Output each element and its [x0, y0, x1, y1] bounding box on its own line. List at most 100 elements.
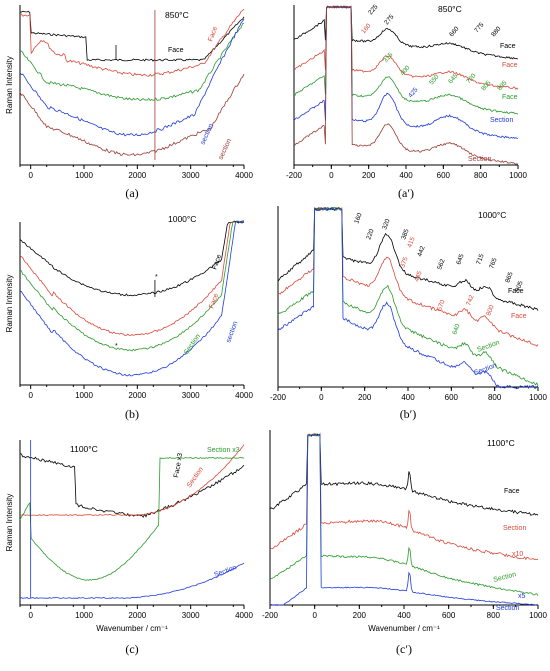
peak-label: 800 [485, 304, 495, 317]
x-tick-label: 2000 [128, 391, 146, 400]
series-line-red [19, 8, 245, 77]
y-axis-label: Raman Intensity [5, 56, 14, 114]
peak-label: 445 [413, 270, 423, 283]
series-label: Face [207, 26, 219, 43]
peak-label: 550 [428, 73, 441, 86]
peak-label: 320 [381, 218, 391, 231]
peak-label: 225 [367, 3, 380, 16]
series-label: Face [168, 47, 184, 54]
x-tick-label: 4000 [235, 171, 253, 180]
x-tick-label: -200 [270, 393, 287, 402]
series-line-blue [19, 562, 245, 599]
series-label: Face [508, 288, 524, 295]
x-axis-label: Wavenumber / cm⁻¹ [96, 624, 168, 633]
series-label: Section [496, 605, 519, 612]
x-tick-label: 4000 [235, 611, 253, 620]
peak-label: 720 [465, 72, 478, 85]
peak-label: 425 [407, 86, 420, 99]
panel-label: (b′) [400, 407, 417, 421]
x-tick-label: 800 [488, 393, 502, 402]
panel-label: (c) [125, 642, 138, 656]
panel-label: (a′) [398, 186, 414, 200]
peak-label: 765 [488, 257, 498, 270]
series-label: Section [213, 564, 237, 579]
x-tick-label: 2000 [128, 171, 146, 180]
series-line-blue [277, 206, 539, 390]
x-tick-label: 0 [28, 611, 33, 620]
series-label: Section [473, 362, 497, 377]
series-line-green [19, 22, 245, 102]
x-tick-label: 600 [437, 171, 451, 180]
series-label: Section [468, 156, 491, 163]
x-tick-label: 600 [442, 611, 456, 620]
peak-label: 375 [399, 256, 409, 269]
x-tick-label: 0 [312, 611, 317, 620]
peak-label: 160 [360, 22, 373, 35]
x-tick-label: 4000 [235, 391, 253, 400]
panel-b: 0 1000 2000 3000 4000 Raman Intensity (b) 1000°… [5, 214, 253, 421]
panel-b-prime: -200 0 200 400 600 800 1000 (b′) 1000°C Face Face S… [270, 206, 547, 421]
peak-label: 220 [365, 228, 375, 241]
peak-label: 570 [436, 299, 446, 312]
series-line-black [277, 207, 539, 311]
peak-label: 905 [514, 280, 524, 293]
x-tick-label: -200 [262, 611, 279, 620]
x-tick-label: 600 [445, 393, 459, 402]
series-line-red [269, 432, 539, 561]
series-line-black [293, 5, 519, 60]
x-tick-label: 1000 [509, 171, 527, 180]
peak-label: 645 [447, 72, 460, 85]
series-label: Face x3 [173, 453, 184, 479]
panel-c-prime: -200 0 200 400 600 800 1000 Wavenumber / cm⁻¹ (c… [262, 430, 547, 656]
series-label: Face [502, 62, 518, 69]
y-axis-label: Raman Intensity [5, 494, 14, 552]
series-line-green [269, 433, 539, 596]
series-line-blue [269, 434, 539, 606]
peak-label: 640 [451, 323, 461, 336]
series-label: Face [502, 94, 518, 101]
x-tick-label: 1000 [75, 171, 93, 180]
y-axis-label: Raman Intensity [5, 275, 14, 333]
peak-label: 645 [455, 253, 465, 266]
series-line-green [293, 5, 519, 115]
panel-temperature: 1000°C [168, 214, 196, 224]
peak-label: 805 [480, 79, 493, 92]
panel-label: (c′) [396, 642, 412, 656]
x-tick-label: 400 [397, 611, 411, 620]
x-tick-label: 0 [28, 391, 33, 400]
peak-label: 865 [504, 271, 514, 284]
series-line-red [277, 206, 539, 347]
series-label: Section [476, 339, 500, 354]
x-tick-label: 0 [329, 171, 334, 180]
x-tick-label: 800 [474, 171, 488, 180]
panel-temperature: 1100°C [487, 438, 515, 448]
series-label: Section x3 [207, 447, 240, 454]
peak-label: 742 [465, 294, 475, 307]
x-tick-label: 2000 [128, 611, 146, 620]
panel-a-prime: -200 0 200 400 600 800 1000 (a′) 850°C Face Face Fa… [286, 3, 527, 200]
series-line-black [269, 433, 539, 516]
series-line-black [19, 10, 245, 62]
series-label: x10 [512, 551, 523, 558]
series-label: Face [504, 488, 520, 495]
peak-label: 775 [473, 21, 486, 34]
peak-label: 880 [490, 25, 503, 38]
peak-label: 315 [382, 51, 395, 64]
series-line-red [19, 220, 245, 337]
series-label: Face [511, 313, 527, 320]
panel-temperature: 850°C [165, 10, 189, 20]
series-line-blue [19, 18, 245, 137]
series-label: Face [500, 43, 516, 50]
peak-label: 660 [448, 25, 461, 38]
peak-label: 415 [406, 236, 416, 249]
x-tick-label: 3000 [182, 391, 200, 400]
asterisk-mark: * [155, 274, 158, 281]
series-line-black [19, 453, 245, 518]
series-label: section [199, 123, 215, 146]
panel-label: (a) [125, 186, 138, 200]
x-tick-label: 3000 [182, 171, 200, 180]
series-line-red [19, 444, 245, 516]
series-line-brown [293, 5, 519, 165]
x-tick-label: 200 [353, 611, 367, 620]
x-tick-label: 1000 [75, 611, 93, 620]
